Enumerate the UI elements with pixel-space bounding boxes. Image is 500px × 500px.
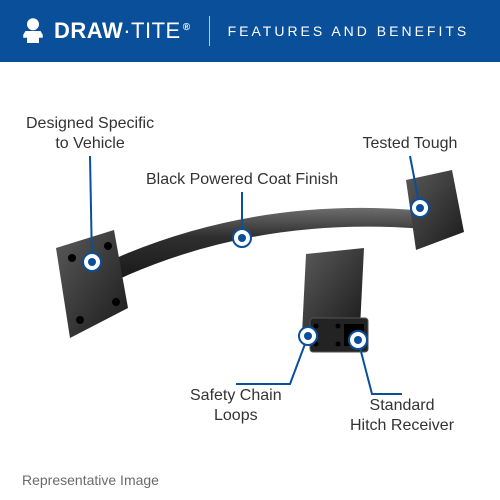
brand-wordmark: DRAW·TITE® xyxy=(54,18,191,44)
registered-mark-icon: ® xyxy=(183,22,191,33)
brand-logo: DRAW·TITE® xyxy=(18,16,191,46)
marker-dot-tested xyxy=(416,204,424,212)
callout-label-tested: Tested Tough xyxy=(363,134,458,154)
brand-word-1: DRAW xyxy=(54,18,123,43)
callout-label-loops: Safety ChainLoops xyxy=(190,386,282,426)
marker-dot-receiver xyxy=(354,336,362,344)
hitch-illustration xyxy=(56,170,464,352)
leader-lines xyxy=(90,156,420,394)
footer-note: Representative Image xyxy=(22,472,159,488)
callout-label-finish: Black Powered Coat Finish xyxy=(146,170,338,190)
header-bar: DRAW·TITE® FEATURES AND BENEFITS xyxy=(0,0,500,62)
diagram-canvas: Designed Specificto Vehicle Black Powered… xyxy=(0,62,500,500)
figure-root: DRAW·TITE® FEATURES AND BENEFITS xyxy=(0,0,500,500)
callout-label-receiver: StandardHitch Receiver xyxy=(350,396,454,436)
marker-dot-designed xyxy=(88,258,96,266)
marker-dot-finish xyxy=(238,234,246,242)
brand-word-2: TITE xyxy=(131,18,181,43)
hitch-ball-icon xyxy=(18,16,48,46)
header-subtitle: FEATURES AND BENEFITS xyxy=(228,23,470,39)
callout-label-designed: Designed Specificto Vehicle xyxy=(26,114,154,154)
header-divider xyxy=(209,16,210,46)
marker-dot-loops xyxy=(304,332,312,340)
leader-loops xyxy=(236,336,308,384)
